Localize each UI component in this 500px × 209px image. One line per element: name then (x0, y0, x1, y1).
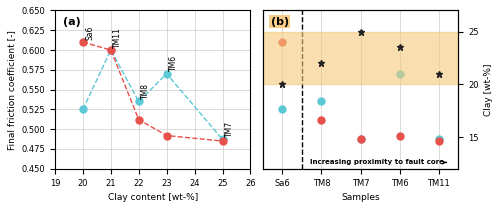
Y-axis label: Clay [wt-%]: Clay [wt-%] (484, 63, 493, 116)
Bar (263, 32, 458, 84)
Text: TM11: TM11 (112, 27, 122, 48)
Text: Increasing proximity to fault core: Increasing proximity to fault core (310, 159, 446, 166)
X-axis label: Clay content [wt-%]: Clay content [wt-%] (108, 193, 198, 202)
X-axis label: Samples: Samples (341, 193, 380, 202)
Text: TM7: TM7 (224, 121, 234, 137)
Y-axis label: Final friction coefficient [-]: Final friction coefficient [-] (7, 30, 16, 150)
Text: TM6: TM6 (168, 55, 178, 71)
Text: Sa6: Sa6 (84, 25, 94, 40)
Text: TM8: TM8 (140, 83, 150, 99)
Text: (b): (b) (270, 17, 288, 27)
Text: (a): (a) (63, 17, 80, 27)
